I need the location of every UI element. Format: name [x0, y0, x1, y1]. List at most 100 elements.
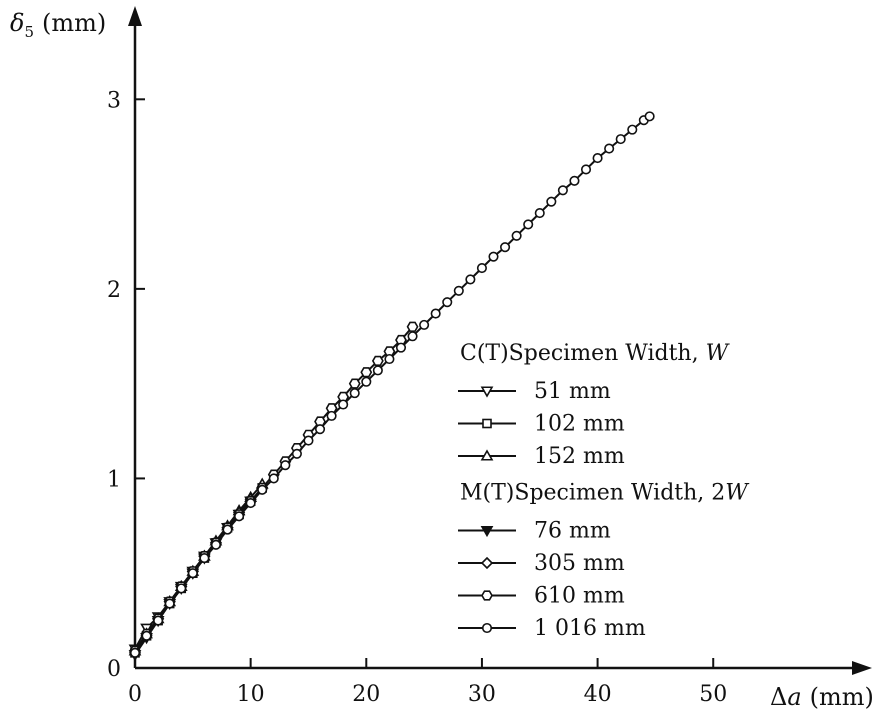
series-line: [134, 326, 414, 652]
axes: 0 10 20 30 40 50 0 1 2 3: [107, 6, 872, 707]
legend-entry: 102 mm: [458, 412, 625, 437]
data-point: [349, 388, 360, 399]
legend-group-title-text: M(T)Specimen Width, 2: [460, 481, 725, 506]
legend-label: 305 mm: [534, 551, 625, 576]
y-tick-label: 2: [107, 278, 121, 303]
data-point: [430, 308, 441, 319]
data-point: [488, 251, 499, 262]
data-point: [592, 153, 603, 164]
data-point: [314, 424, 326, 435]
legend-marker: [480, 449, 494, 461]
data-point: [360, 367, 373, 378]
data-point: [291, 448, 302, 459]
x-tick-label: 50: [699, 682, 727, 707]
data-point: [129, 647, 141, 658]
legend-entry: 610 mm: [458, 584, 625, 609]
legend-marker: [482, 418, 492, 429]
x-tick-label: 10: [237, 682, 265, 707]
data-point: [338, 399, 349, 410]
data-point: [268, 473, 279, 484]
data-point: [141, 630, 152, 641]
data-point: [406, 321, 419, 332]
data-point: [465, 274, 476, 285]
x-axis-label-variable: a: [787, 683, 801, 711]
x-tick-label: 40: [584, 682, 612, 707]
data-point: [569, 175, 580, 186]
data-point: [442, 297, 453, 308]
data-point: [234, 511, 245, 522]
data-point: [280, 460, 291, 471]
legend-entry: 152 mm: [458, 444, 625, 469]
series-line: [134, 115, 651, 654]
legend-label: 76 mm: [534, 519, 611, 544]
legend-label: 51 mm: [534, 379, 611, 404]
legend-group-title-text: C(T)Specimen Width,: [460, 341, 706, 366]
data-point: [534, 207, 545, 219]
data-point: [187, 568, 198, 579]
legend-marker: [480, 556, 494, 570]
x-axis-arrow: [852, 661, 872, 675]
legend-label: 1 016 mm: [534, 616, 646, 641]
data-point: [164, 598, 175, 609]
x-tick-label: 0: [128, 682, 142, 707]
y-axis-arrow: [128, 6, 142, 26]
data-point: [407, 331, 418, 342]
data-point: [395, 342, 407, 353]
y-axis-label-symbol: δ: [10, 9, 24, 37]
legend-marker: [480, 525, 494, 538]
data-point: [303, 435, 314, 446]
data-point: [615, 134, 626, 145]
data-point: [419, 319, 430, 330]
legend-group-title: C(T)Specimen Width, W: [460, 341, 731, 366]
data-point: [153, 615, 164, 626]
legend: C(T)Specimen Width, W 51 mm 102 mm 152 mm M(…: [458, 341, 750, 641]
data-point: [371, 355, 384, 367]
legend-entry: 1 016 mm: [458, 616, 646, 641]
legend-entry: 76 mm: [458, 519, 611, 544]
data-point: [453, 285, 464, 296]
axis-labels: δ5 (mm) Δa (mm): [10, 9, 874, 711]
data-point: [627, 124, 638, 135]
data-point: [500, 242, 511, 253]
data-point: [511, 230, 522, 241]
data-point: [580, 164, 592, 175]
data-point: [644, 111, 655, 122]
y-axis-label-unit: (mm): [42, 9, 106, 37]
data-point: [348, 378, 361, 389]
data-point: [557, 185, 568, 196]
legend-marker: [481, 590, 493, 601]
legend-marker: [481, 622, 493, 634]
y-tick-label: 3: [107, 88, 121, 113]
legend-label: 610 mm: [534, 584, 625, 609]
legend-entry: 51 mm: [458, 379, 611, 404]
x-axis-label: Δa (mm): [770, 683, 874, 711]
y-tick-label: 0: [107, 657, 121, 682]
legend-label: 152 mm: [534, 444, 625, 469]
legend-group-title-variable: W: [706, 341, 731, 366]
data-point: [361, 376, 372, 387]
data-point: [222, 524, 233, 535]
data-point: [176, 583, 187, 594]
data-point: [372, 365, 383, 376]
data-point: [546, 196, 557, 207]
data-point: [476, 262, 487, 274]
data-point: [326, 410, 337, 421]
x-tick-label: 20: [352, 682, 380, 707]
legend-group-title-variable: W: [725, 481, 750, 506]
legend-marker: [480, 386, 494, 398]
data-point: [245, 498, 256, 509]
series-group: [128, 111, 655, 662]
data-point: [210, 539, 222, 550]
legend-label: 102 mm: [534, 412, 625, 437]
data-point: [384, 353, 395, 365]
legend-entry: 305 mm: [458, 551, 625, 576]
data-point: [257, 484, 268, 495]
data-point: [199, 553, 210, 564]
y-tick-label: 1: [107, 467, 121, 492]
legend-group-title: M(T)Specimen Width, 2W: [460, 481, 750, 506]
x-tick-label: 30: [468, 682, 496, 707]
y-axis-label: δ5 (mm): [10, 9, 106, 41]
x-axis-label-unit: (mm): [810, 683, 874, 711]
data-point: [523, 219, 534, 230]
